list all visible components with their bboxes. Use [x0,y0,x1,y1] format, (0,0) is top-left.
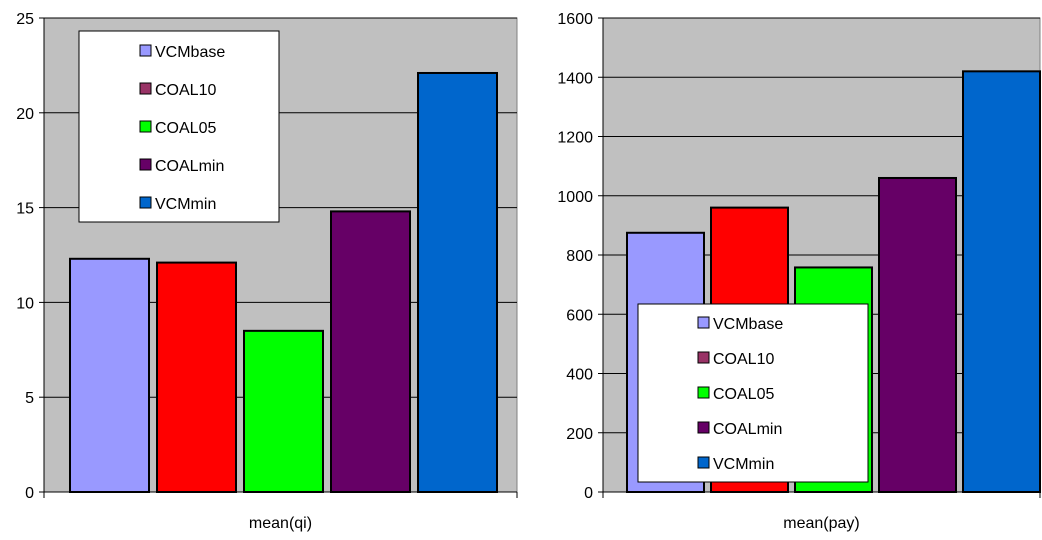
legend-label-coalmin: COALmin [155,158,224,175]
legend-label-coal10: COAL10 [155,82,216,99]
bar-vcmbase [69,257,150,493]
y-tick-label: 10 [16,295,34,312]
legend-label-vcmbase: VCMbase [713,316,783,333]
y-tick-label: 1200 [557,130,593,147]
x-axis-label: mean(qi) [249,515,312,532]
y-tick-label: 800 [566,248,593,265]
legend-label-vcmmin: VCMmin [155,196,216,213]
bar-vcmmin [962,70,1041,493]
legend-swatch-coal10 [139,82,152,95]
legend-label-coal05: COAL05 [713,386,774,403]
bar-coal10 [156,261,237,494]
y-tick-label: 20 [16,106,34,123]
x-axis-label: mean(pay) [783,515,859,532]
legend-swatch-vcmbase [139,44,152,57]
legend-swatch-coal10 [697,351,710,364]
legend-swatch-coal05 [139,120,152,133]
bar-vcmmin [417,71,498,493]
legend-swatch-coalmin [697,421,710,434]
chart-mean-qi: 0 5 10 15 20 25 mean(qi) VCMbase COAL10 COAL05 COA… [16,11,518,532]
legend-swatch-vcmbase [697,316,710,329]
legend-box [637,303,869,483]
legend-swatch-coalmin [139,158,152,171]
y-tick-label: 600 [566,307,593,324]
legend-box [78,30,280,223]
bar-coal05 [243,329,324,493]
y-tick-label: 400 [566,367,593,384]
legend-swatch-vcmmin [139,196,152,209]
legend-swatch-vcmmin [697,456,710,469]
bar-coalmin [330,210,411,493]
y-tick-label: 0 [25,485,34,502]
legend-label-vcmbase: VCMbase [155,44,225,61]
legend-label-coalmin: COALmin [713,421,782,438]
legend-label-coal10: COAL10 [713,351,774,368]
y-tick-label: 0 [584,485,593,502]
y-tick-label: 200 [566,426,593,443]
chart-mean-pay: 0 200 400 600 800 1000 1200 1400 1600 mean(pay) VC… [557,11,1041,532]
y-tick-label: 5 [25,390,34,407]
y-tick-label: 1400 [557,70,593,87]
legend-swatch-coal05 [697,386,710,399]
y-tick-label: 15 [16,201,34,218]
legend-label-vcmmin: VCMmin [713,456,774,473]
legend-label-coal05: COAL05 [155,120,216,137]
y-tick-label: 1000 [557,189,593,206]
y-tick-label: 1600 [557,11,593,28]
bar-coalmin [878,176,957,493]
y-tick-label: 25 [16,11,34,28]
